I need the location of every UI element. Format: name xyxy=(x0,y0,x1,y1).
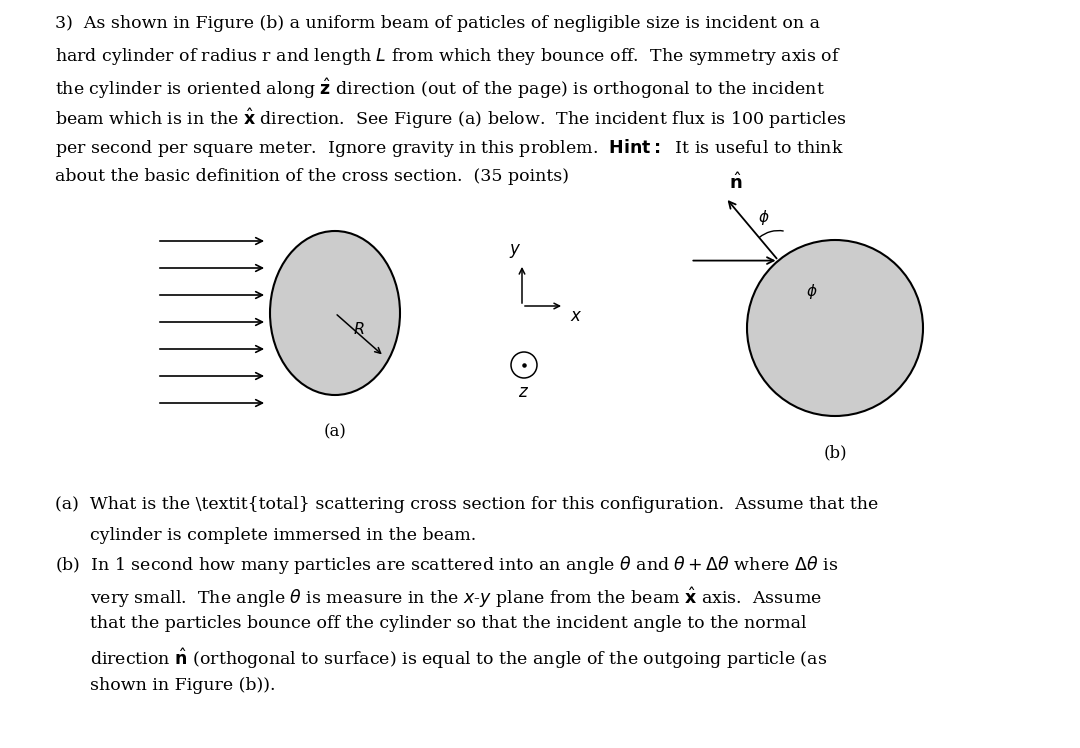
Circle shape xyxy=(747,240,923,416)
Text: about the basic definition of the cross section.  (35 points): about the basic definition of the cross … xyxy=(55,168,569,185)
Text: (a): (a) xyxy=(324,423,347,440)
Text: beam which is in the $\hat{\mathbf{x}}$ direction.  See Figure (a) below.  The i: beam which is in the $\hat{\mathbf{x}}$ … xyxy=(55,106,847,131)
Text: $z$: $z$ xyxy=(518,384,529,401)
Text: $\phi$: $\phi$ xyxy=(806,282,818,301)
Text: $x$: $x$ xyxy=(570,308,582,325)
Ellipse shape xyxy=(270,231,400,395)
Text: cylinder is complete immersed in the beam.: cylinder is complete immersed in the bea… xyxy=(90,527,476,544)
Text: very small.  The angle $\theta$ is measure in the $x$-$y$ plane from the beam $\: very small. The angle $\theta$ is measur… xyxy=(90,585,822,610)
Circle shape xyxy=(511,352,537,378)
Text: that the particles bounce off the cylinder so that the incident angle to the nor: that the particles bounce off the cylind… xyxy=(90,616,807,633)
Text: hard cylinder of radius r and length $L$ from which they bounce off.  The symmet: hard cylinder of radius r and length $L$… xyxy=(55,46,841,67)
Text: 3)  As shown in Figure (b) a uniform beam of paticles of negligible size is inci: 3) As shown in Figure (b) a uniform beam… xyxy=(55,15,820,32)
Text: $R$: $R$ xyxy=(353,321,365,338)
Text: $\hat{\mathbf{n}}$: $\hat{\mathbf{n}}$ xyxy=(729,172,742,193)
Text: (b): (b) xyxy=(823,444,847,461)
Text: direction $\hat{\mathbf{n}}$ (orthogonal to surface) is equal to the angle of th: direction $\hat{\mathbf{n}}$ (orthogonal… xyxy=(90,646,827,671)
Text: $y$: $y$ xyxy=(509,242,522,260)
Text: (a)  What is the \textit{total} scattering cross section for this configuration.: (a) What is the \textit{total} scatterin… xyxy=(55,496,878,513)
Text: (b)  In 1 second how many particles are scattered into an angle $\theta$ and $\t: (b) In 1 second how many particles are s… xyxy=(55,554,838,577)
Text: per second per square meter.  Ignore gravity in this problem.  $\mathbf{Hint:}$ : per second per square meter. Ignore grav… xyxy=(55,137,843,159)
Text: the cylinder is oriented along $\hat{\mathbf{z}}$ direction (out of the page) is: the cylinder is oriented along $\hat{\ma… xyxy=(55,76,825,101)
Text: shown in Figure (b)).: shown in Figure (b)). xyxy=(90,676,275,693)
Text: $\phi$: $\phi$ xyxy=(758,208,769,227)
